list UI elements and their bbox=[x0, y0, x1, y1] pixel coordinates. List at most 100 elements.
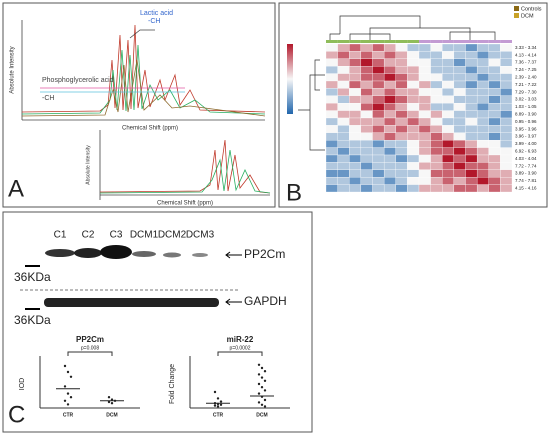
dot bbox=[263, 398, 267, 402]
dot bbox=[63, 399, 67, 402]
heat-cell bbox=[325, 184, 338, 193]
group-bar bbox=[430, 40, 443, 43]
heat-cell bbox=[488, 80, 501, 89]
heat-cell bbox=[383, 73, 396, 82]
heat-cell bbox=[325, 103, 338, 111]
heat-cell bbox=[407, 132, 420, 141]
band bbox=[45, 249, 75, 257]
panel-label: C bbox=[8, 401, 25, 428]
heat-cell bbox=[407, 162, 420, 170]
heat-cell bbox=[500, 66, 513, 74]
heat-cell bbox=[337, 58, 350, 67]
group-bar bbox=[349, 40, 361, 43]
dot bbox=[257, 401, 261, 404]
heat-cell bbox=[500, 43, 513, 52]
heat-cell bbox=[500, 103, 513, 111]
band bbox=[74, 248, 102, 258]
heat-cell bbox=[325, 147, 338, 156]
heat-cell bbox=[395, 80, 408, 89]
heat-cell bbox=[360, 154, 373, 163]
heat-cell bbox=[418, 110, 431, 119]
group-bar bbox=[395, 40, 408, 43]
annotation: -CH bbox=[42, 95, 54, 102]
heat-cell bbox=[372, 184, 385, 193]
y-label: Absolute Intensity bbox=[85, 145, 91, 185]
heat-cell bbox=[488, 132, 501, 141]
heat-cell bbox=[453, 147, 466, 156]
heat-cell bbox=[395, 88, 408, 96]
group-bar bbox=[360, 40, 373, 43]
group-bar bbox=[326, 40, 338, 43]
heat-cell bbox=[500, 147, 513, 156]
heat-cell bbox=[418, 117, 431, 126]
dendrogram bbox=[298, 15, 496, 151]
band-label: PP2Cm bbox=[244, 247, 285, 261]
heat-cell bbox=[442, 154, 455, 163]
lane-label: DCM3 bbox=[186, 230, 215, 241]
heat-cell bbox=[453, 66, 466, 74]
heat-cell bbox=[337, 162, 350, 170]
row-label: 0.95 - 0.96 bbox=[515, 119, 537, 124]
heat-cell bbox=[407, 103, 420, 111]
heat-cell bbox=[395, 117, 408, 126]
heat-cell bbox=[418, 66, 431, 74]
row-label: 3.89 - 3.90 bbox=[515, 171, 537, 176]
bracket bbox=[217, 351, 263, 356]
heat-cell bbox=[488, 110, 501, 119]
band bbox=[163, 252, 181, 258]
heat-cell bbox=[430, 140, 443, 148]
dot bbox=[63, 364, 67, 368]
heat-cell bbox=[337, 169, 350, 178]
heat-cell bbox=[453, 95, 466, 104]
heat-cell bbox=[383, 80, 396, 89]
heat-cell bbox=[325, 154, 338, 163]
heat-cell bbox=[407, 58, 420, 67]
heat-cell bbox=[407, 125, 420, 133]
heat-cell bbox=[383, 125, 396, 133]
heat-cell bbox=[442, 73, 455, 82]
heat-cell bbox=[372, 154, 385, 163]
heat-cell bbox=[453, 51, 466, 59]
heat-cell bbox=[383, 58, 396, 67]
heat-cell bbox=[407, 80, 420, 89]
heat-cell bbox=[349, 169, 362, 178]
heat-cell bbox=[349, 140, 362, 148]
heat-cell bbox=[325, 80, 338, 89]
panel-c-frame bbox=[2, 211, 313, 433]
heat-cell bbox=[500, 51, 513, 59]
heat-cell bbox=[476, 125, 489, 133]
row-label: 7.21 - 7.22 bbox=[515, 82, 537, 87]
heat-cell bbox=[383, 177, 396, 185]
heat-cell bbox=[488, 154, 501, 163]
panel-a-frame bbox=[2, 2, 276, 208]
dot bbox=[257, 373, 261, 376]
heat-cell bbox=[476, 95, 489, 104]
heat-cell bbox=[453, 154, 466, 163]
heat-cell bbox=[360, 66, 373, 74]
annotation: -CH bbox=[148, 18, 160, 25]
heat-cell bbox=[476, 110, 489, 119]
heat-cell bbox=[383, 147, 396, 156]
heat-cell bbox=[488, 43, 501, 52]
heat-cell bbox=[325, 51, 338, 59]
heat-cell bbox=[500, 80, 513, 89]
heat-cell bbox=[430, 184, 443, 193]
heat-cell bbox=[442, 125, 455, 133]
heat-cell bbox=[418, 147, 431, 156]
heat-cell bbox=[337, 95, 350, 104]
heat-cell bbox=[488, 88, 501, 96]
heat-cell bbox=[476, 88, 489, 96]
heat-cell bbox=[372, 43, 385, 52]
heat-cell bbox=[325, 73, 338, 82]
heat-cell bbox=[395, 162, 408, 170]
heat-cell bbox=[476, 51, 489, 59]
heat-cell bbox=[395, 140, 408, 148]
heat-cell bbox=[430, 132, 443, 141]
heat-cell bbox=[442, 132, 455, 141]
spectrum-top bbox=[21, 20, 266, 121]
heat-cell bbox=[476, 80, 489, 89]
heat-cell bbox=[442, 147, 455, 156]
heat-cell bbox=[500, 95, 513, 104]
heat-cell bbox=[349, 95, 362, 104]
heat-cell bbox=[395, 51, 408, 59]
